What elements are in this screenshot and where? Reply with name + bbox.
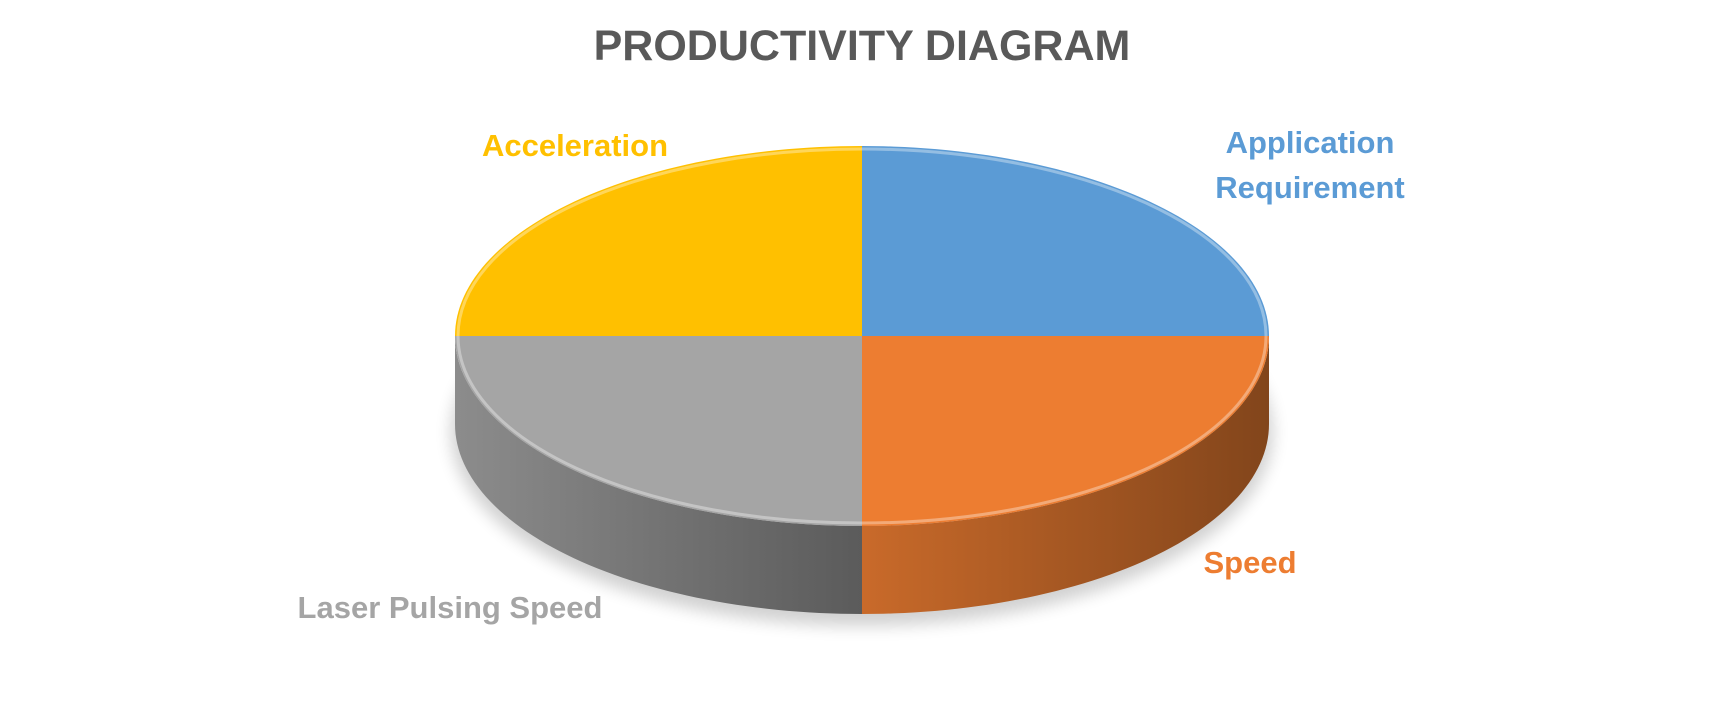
slice [862, 336, 1269, 526]
slice [862, 146, 1269, 336]
slice [455, 336, 862, 526]
rim-highlight [456, 147, 1268, 525]
chart-title: PRODUCTIVITY DIAGRAM [593, 22, 1131, 70]
slice-label: Laser Pulsing Speed [297, 590, 603, 625]
slice-side [455, 336, 862, 614]
slice-label: Speed [1203, 545, 1297, 580]
slice-label: Application Requirement [1215, 125, 1405, 205]
slice-side [862, 336, 1269, 614]
slice-label: Acceleration [481, 128, 669, 163]
slice [455, 146, 862, 336]
